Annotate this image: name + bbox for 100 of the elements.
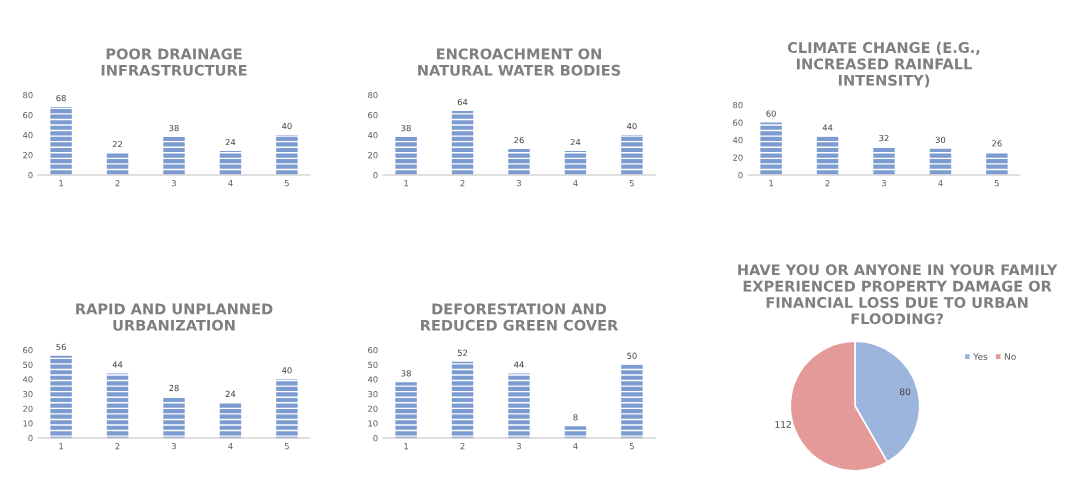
- y-tick-label: 40: [22, 131, 33, 139]
- y-tick-label: 30: [23, 390, 33, 398]
- y-tick-label: 40: [367, 131, 378, 139]
- bar: [276, 135, 298, 175]
- bar: [621, 364, 643, 438]
- y-tick-label: 30: [368, 390, 378, 398]
- chart-title: DEFORESTATION AND REDUCED GREEN COVER: [421, 303, 618, 331]
- bar: [50, 355, 72, 438]
- bar: [276, 379, 298, 438]
- data-label: 60: [766, 110, 776, 117]
- data-label: 50: [627, 352, 637, 359]
- bar: [395, 382, 417, 438]
- y-tick-label: 0: [373, 434, 378, 442]
- bar: [508, 149, 530, 175]
- bar: [451, 361, 474, 438]
- bar: [816, 136, 839, 175]
- x-tick-label: 5: [994, 180, 999, 187]
- y-tick-label: 80: [733, 101, 743, 109]
- y-tick-label: 40: [732, 136, 743, 144]
- y-tick-label: 50: [23, 361, 33, 368]
- x-tick-label: 4: [228, 443, 233, 450]
- y-tick-label: 20: [733, 154, 743, 161]
- y-tick-label: 60: [733, 119, 743, 126]
- data-label: 44: [822, 124, 833, 131]
- x-tick-label: 5: [284, 443, 289, 450]
- data-label: 40: [282, 367, 292, 374]
- x-tick-label: 3: [516, 180, 521, 187]
- y-tick-label: 20: [368, 405, 378, 412]
- data-label: 40: [282, 122, 292, 130]
- bar: [163, 137, 185, 175]
- y-tick-label: 20: [23, 405, 33, 412]
- x-tick-label: 1: [59, 180, 63, 187]
- legend-label: Yes: [973, 353, 988, 360]
- bar: [106, 153, 129, 175]
- data-label: 40: [627, 122, 637, 130]
- chart-title: CLIMATE CHANGE (E.G., INCREASED RAINFALL INTENSITY): [787, 41, 980, 88]
- x-tick-label: 2: [460, 443, 465, 450]
- bar: [564, 426, 587, 438]
- bar: [760, 122, 782, 175]
- y-tick-label: 80: [368, 91, 378, 99]
- x-tick-label: 3: [171, 180, 176, 187]
- x-tick-label: 1: [404, 443, 408, 450]
- data-label: 8: [573, 414, 578, 421]
- x-tick-label: 4: [228, 180, 233, 187]
- x-tick-label: 2: [460, 180, 465, 187]
- data-label: 28: [169, 384, 179, 392]
- bar: [564, 151, 587, 175]
- bar: [508, 373, 530, 438]
- data-label: 38: [401, 124, 411, 132]
- chart-title: ENCROACHMENT ON NATURAL WATER BODIES: [418, 48, 621, 76]
- x-tick-label: 4: [938, 180, 943, 187]
- bar: [873, 147, 895, 175]
- x-tick-label: 4: [573, 443, 578, 450]
- y-tick-label: 20: [23, 151, 33, 159]
- y-tick-label: 0: [738, 171, 743, 179]
- chart-title: RAPID AND UNPLANNED URBANIZATION: [76, 303, 273, 331]
- bar: [106, 373, 129, 438]
- x-tick-label: 5: [629, 180, 634, 187]
- y-tick-label: 20: [368, 151, 378, 159]
- y-tick-label: 0: [28, 434, 33, 442]
- x-tick-label: 5: [629, 443, 634, 450]
- bar: [395, 137, 417, 175]
- y-tick-label: 0: [28, 171, 33, 179]
- data-label: 24: [225, 390, 236, 397]
- bar: [451, 111, 474, 175]
- y-tick-label: 60: [23, 346, 33, 354]
- data-label: 44: [514, 361, 524, 368]
- y-tick-label: 50: [368, 361, 378, 368]
- y-tick-label: 40: [22, 376, 33, 383]
- y-tick-label: 40: [367, 376, 378, 383]
- x-tick-label: 2: [115, 443, 120, 450]
- bar: [219, 151, 242, 175]
- data-label: 38: [401, 370, 411, 377]
- bar: [50, 107, 72, 175]
- data-label: 30: [935, 136, 946, 143]
- y-tick-label: 60: [368, 111, 378, 119]
- x-tick-label: 1: [769, 180, 773, 187]
- y-tick-label: 0: [373, 171, 378, 179]
- chart-title: HAVE YOU OR ANYONE IN YOUR FAMILY EXPERIENCED PROPERTY DAMAGE OR FINANCIAL LOSS DUE TO URBAN FLOODING?: [738, 264, 1058, 325]
- bar: [986, 152, 1008, 175]
- x-tick-label: 5: [284, 180, 289, 187]
- y-tick-label: 10: [23, 420, 33, 427]
- x-tick-label: 4: [573, 180, 578, 187]
- bar: [929, 148, 952, 175]
- data-label: 64: [457, 98, 468, 106]
- data-label: 112: [775, 421, 791, 428]
- x-tick-label: 1: [59, 443, 63, 450]
- data-label: 52: [457, 349, 468, 356]
- data-label: 22: [112, 140, 123, 148]
- data-label: 26: [992, 140, 1002, 147]
- x-tick-label: 3: [881, 180, 886, 187]
- data-label: 68: [56, 94, 66, 102]
- data-label: 32: [879, 134, 889, 142]
- chart-title: POOR DRAINAGE INFRASTRUCTURE: [101, 48, 247, 76]
- y-tick-label: 60: [368, 346, 378, 354]
- bar: [163, 396, 185, 438]
- x-tick-label: 2: [115, 180, 120, 187]
- data-label: 26: [514, 136, 524, 144]
- bar: [219, 402, 242, 438]
- y-tick-label: 60: [23, 111, 33, 119]
